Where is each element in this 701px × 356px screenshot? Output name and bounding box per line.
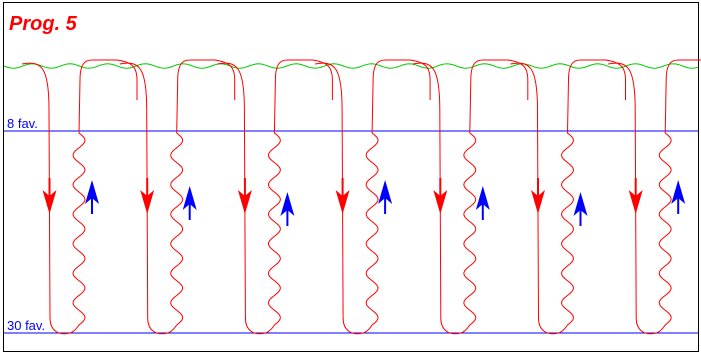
red-down-arrow-icon: [433, 178, 448, 214]
blue-up-arrow-icon: [182, 186, 197, 220]
blue-up-arrow-icon: [671, 180, 686, 214]
red-down-arrow-icon: [42, 178, 57, 214]
red-down-arrow-icon: [531, 178, 545, 214]
blue-up-arrow-icon: [378, 180, 393, 214]
level-label-lower: 30 fav.: [7, 318, 46, 333]
blue-up-arrow-icon: [280, 192, 295, 226]
descent-ascent-path: [119, 59, 236, 335]
red-down-arrow-icon: [335, 178, 350, 214]
diagram-title: Prog. 5: [9, 13, 77, 35]
diagram-frame: [3, 2, 699, 352]
red-down-arrow-icon: [237, 178, 252, 214]
descent-ascent-path: [412, 59, 529, 335]
descent-ascent-path: [217, 59, 333, 335]
red-down-arrow-icon: [628, 178, 643, 214]
level-label-upper: 8 fav.: [7, 116, 38, 131]
red-down-arrow-icon: [140, 178, 155, 214]
cycle-group: [21, 59, 701, 335]
surface-wave: [3, 63, 699, 69]
blue-up-arrow-icon: [475, 186, 490, 220]
descent-ascent-path: [608, 59, 701, 335]
blue-up-arrow-icon: [573, 192, 588, 226]
descent-ascent-path: [315, 59, 431, 335]
blue-up-arrow-icon: [85, 180, 99, 214]
descent-ascent-path: [21, 59, 138, 335]
descent-ascent-path: [510, 59, 626, 335]
